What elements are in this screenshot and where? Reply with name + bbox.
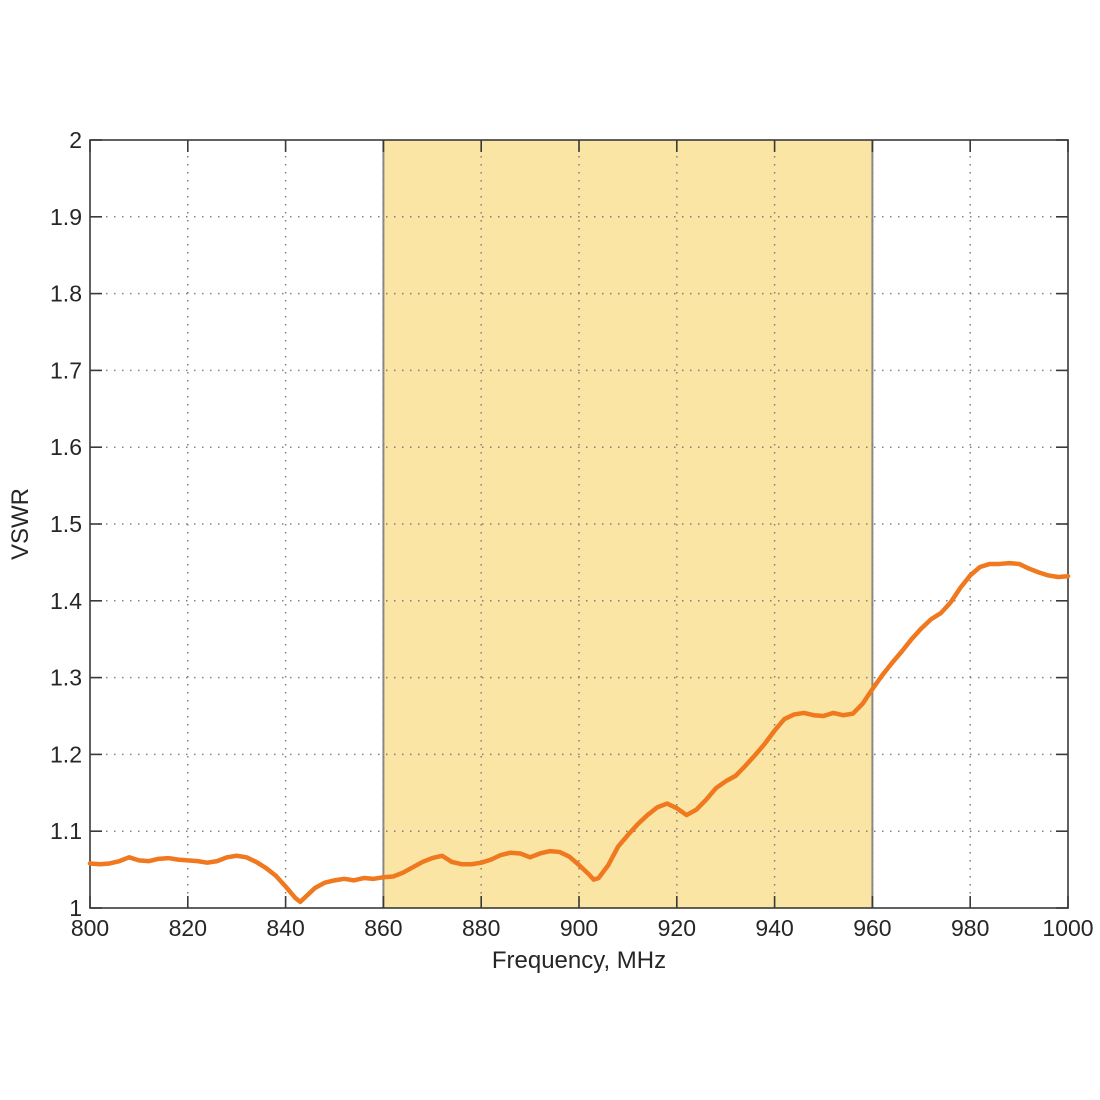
x-tick-label: 860 xyxy=(364,915,402,941)
band-layer xyxy=(382,140,874,908)
x-tick-label: 1000 xyxy=(1042,915,1093,941)
grid-layer xyxy=(90,140,1068,908)
x-tick-label: 960 xyxy=(853,915,891,941)
y-tick-label: 1.2 xyxy=(50,741,82,767)
x-tick-label: 980 xyxy=(951,915,989,941)
y-tick-label: 1.6 xyxy=(50,434,82,460)
plot-frame xyxy=(89,139,1069,909)
x-axis-label: Frequency, MHz xyxy=(492,947,666,974)
y-tick-label: 1.3 xyxy=(50,665,82,691)
x-tick-label: 820 xyxy=(169,915,207,941)
x-tick-label: 800 xyxy=(71,915,109,941)
y-tick-label: 1.8 xyxy=(50,281,82,307)
y-tick-label: 1.9 xyxy=(50,204,82,230)
x-tick-label: 920 xyxy=(658,915,696,941)
highlight-band xyxy=(383,140,873,908)
x-tick-label: 880 xyxy=(462,915,500,941)
y-axis-label: VSWR xyxy=(7,488,34,560)
tick-labels-layer: 800 820 840 860 880 900 920 940 960 980 1000 1 1.1 1.… xyxy=(50,127,1094,941)
y-tick-label: 1.4 xyxy=(50,588,82,614)
vswr-curve xyxy=(87,560,1071,905)
y-tick-label: 1 xyxy=(69,895,82,921)
y-tick-label: 1.5 xyxy=(50,511,82,537)
y-tick-label: 2 xyxy=(69,127,82,153)
y-tick-label: 1.1 xyxy=(50,818,82,844)
y-tick-label: 1.7 xyxy=(50,357,82,383)
x-tick-label: 840 xyxy=(266,915,304,941)
x-tick-label: 900 xyxy=(560,915,598,941)
x-tick-label: 940 xyxy=(755,915,793,941)
